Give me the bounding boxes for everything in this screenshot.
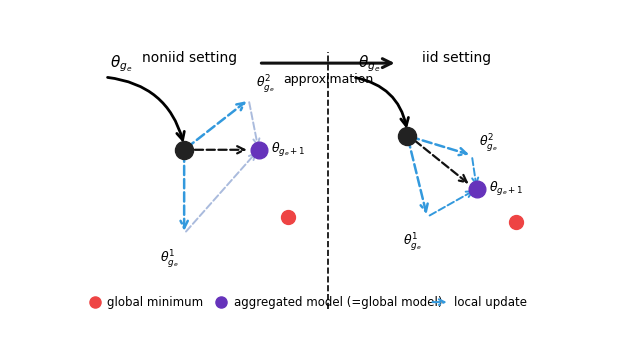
Text: noniid setting: noniid setting bbox=[141, 50, 237, 65]
Text: local update: local update bbox=[454, 295, 527, 309]
Text: $\theta^2_{g_e}$: $\theta^2_{g_e}$ bbox=[479, 132, 498, 154]
Text: $\theta_{g_e}$: $\theta_{g_e}$ bbox=[358, 54, 380, 74]
Text: $\theta_{g_e}$: $\theta_{g_e}$ bbox=[110, 54, 132, 74]
Text: $\theta_{g_e+1}$: $\theta_{g_e+1}$ bbox=[489, 180, 524, 198]
Text: $\theta^1_{g_e}$: $\theta^1_{g_e}$ bbox=[160, 248, 179, 270]
Text: $\theta^2_{g_e}$: $\theta^2_{g_e}$ bbox=[256, 73, 275, 95]
Text: global minimum: global minimum bbox=[108, 295, 204, 309]
Text: $\theta^1_{g_e}$: $\theta^1_{g_e}$ bbox=[403, 231, 422, 253]
Text: iid setting: iid setting bbox=[422, 50, 492, 65]
Text: approximation: approximation bbox=[283, 73, 373, 86]
Text: aggregated model (=global model): aggregated model (=global model) bbox=[234, 295, 442, 309]
Text: $\theta_{g_e+1}$: $\theta_{g_e+1}$ bbox=[271, 141, 306, 159]
